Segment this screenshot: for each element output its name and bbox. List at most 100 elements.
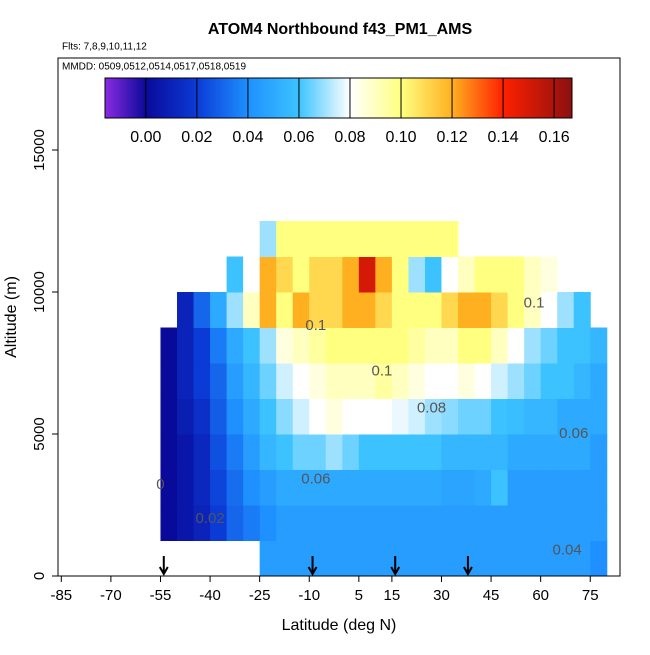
heat-cell (358, 256, 376, 293)
heat-cell (276, 540, 294, 577)
colorbar-tick-label: 0.16 (539, 129, 570, 146)
heat-cell (342, 256, 360, 293)
contour-label: 0.02 (195, 510, 224, 527)
heat-cell (193, 434, 211, 471)
y-axis-label: Altitude (m) (3, 276, 20, 358)
heat-cell (458, 363, 476, 400)
x-tick-label: -40 (199, 587, 221, 604)
heat-cell (424, 505, 442, 542)
heat-cell (259, 221, 277, 258)
heat-cell (325, 292, 343, 329)
heat-cell (243, 363, 261, 400)
x-tick-label: -10 (298, 587, 320, 604)
chart-title: ATOM4 Northbound f43_PM1_AMS (208, 21, 473, 38)
heat-cell (309, 398, 327, 435)
subtitle: Flts: 7,8,9,10,11,12 (62, 42, 147, 53)
heat-cell (243, 505, 261, 542)
heat-cell (408, 469, 426, 506)
heat-cell (375, 505, 393, 542)
heat-cell (193, 292, 211, 329)
heat-cell (391, 256, 409, 293)
heat-cell (424, 327, 442, 364)
heat-cell (226, 469, 244, 506)
x-tick-label: -70 (100, 587, 122, 604)
heat-cell (408, 540, 426, 577)
heat-cell (474, 363, 492, 400)
contour-label: 0.06 (559, 425, 588, 442)
heat-cell (358, 469, 376, 506)
heat-cell (557, 398, 575, 435)
heat-cell (193, 363, 211, 400)
heat-cell (177, 292, 195, 329)
heat-cell (507, 363, 525, 400)
heat-cell (557, 363, 575, 400)
heat-cell (458, 469, 476, 506)
heat-cell (391, 505, 409, 542)
x-tick-label: 45 (483, 587, 500, 604)
heat-cell (210, 327, 228, 364)
heat-cell (408, 505, 426, 542)
heat-cell (491, 256, 509, 293)
heat-cell (474, 398, 492, 435)
heat-cell (259, 540, 277, 577)
y-tick-label: 0 (31, 572, 48, 580)
heat-cell (276, 292, 294, 329)
heat-cell (524, 540, 542, 577)
heat-cell (259, 292, 277, 329)
heat-cell (177, 398, 195, 435)
heat-cell (408, 363, 426, 400)
annotation: MMDD: 0509,0512,0514,0517,0518,0519 (62, 62, 246, 73)
heat-cell (325, 505, 343, 542)
colorbar-tick-label: 0.06 (283, 129, 314, 146)
heat-cell (177, 469, 195, 506)
colorbar-tick-label: 0.10 (385, 129, 416, 146)
colorbar (104, 77, 573, 119)
heat-cell (441, 505, 459, 542)
heat-cell (474, 256, 492, 293)
heat-cell (325, 540, 343, 577)
heat-cell (276, 221, 294, 258)
contour-label: 0.08 (417, 399, 446, 416)
x-tick-label: 30 (433, 587, 450, 604)
colorbar-tick-label: 0.14 (488, 129, 519, 146)
heat-cell (474, 469, 492, 506)
heat-cell (342, 221, 360, 258)
heat-cell (292, 434, 310, 471)
heat-cell (590, 469, 608, 506)
heat-cell (391, 363, 409, 400)
heat-cell (491, 292, 509, 329)
heat-cell (441, 292, 459, 329)
heat-cell (391, 221, 409, 258)
colorbar-tick-label: 0.00 (130, 129, 161, 146)
heat-cell (243, 434, 261, 471)
heat-cell (391, 469, 409, 506)
heat-cell (408, 327, 426, 364)
heat-cell (573, 469, 591, 506)
heat-cell (160, 327, 178, 364)
heat-cell (193, 505, 211, 542)
heat-cell (540, 363, 558, 400)
heat-cell (342, 469, 360, 506)
heat-cell (590, 505, 608, 542)
heat-cell (391, 292, 409, 329)
heat-cell (590, 327, 608, 364)
heat-cell (441, 434, 459, 471)
x-tick-label: -85 (50, 587, 72, 604)
heat-cell (342, 505, 360, 542)
heat-cell (441, 221, 459, 258)
heat-cell (557, 434, 575, 471)
heat-cell (177, 434, 195, 471)
heat-cell (375, 327, 393, 364)
y-tick-label: 10000 (31, 271, 48, 313)
heat-cell (524, 363, 542, 400)
heat-cell (210, 505, 228, 542)
heat-cell (540, 505, 558, 542)
heat-cell (160, 505, 178, 542)
heat-cell (573, 292, 591, 329)
heat-cell (424, 469, 442, 506)
heat-cell (375, 469, 393, 506)
heat-cell (342, 363, 360, 400)
heat-cell (325, 434, 343, 471)
heat-cell (507, 434, 525, 471)
heat-cell (342, 327, 360, 364)
